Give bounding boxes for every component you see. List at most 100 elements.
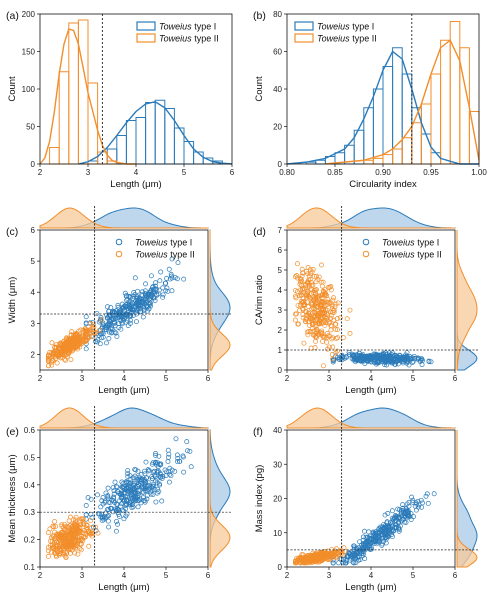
scatter-point bbox=[181, 276, 187, 282]
scatter-point bbox=[133, 498, 138, 504]
scatter-point bbox=[311, 557, 316, 563]
scatter-point bbox=[327, 284, 333, 290]
scatter-point bbox=[119, 484, 125, 490]
scatter-point bbox=[314, 301, 320, 306]
scatter-point bbox=[123, 513, 129, 519]
x-tick-label: 3 bbox=[327, 571, 332, 580]
scatter-point bbox=[114, 334, 120, 339]
histogram-bar bbox=[382, 154, 394, 165]
scatter-point bbox=[339, 551, 345, 557]
scatter-point bbox=[303, 319, 308, 324]
scatter-point bbox=[310, 305, 316, 311]
y-tick-label: 0 bbox=[278, 160, 283, 169]
scatter-point bbox=[80, 339, 86, 344]
scatter-point bbox=[140, 490, 146, 496]
scatter-point bbox=[294, 273, 300, 279]
scatter-point bbox=[381, 538, 387, 544]
scatter-point bbox=[337, 556, 343, 562]
scatter-point bbox=[329, 336, 335, 342]
scatter-point bbox=[316, 296, 322, 302]
scatter-point bbox=[303, 281, 309, 287]
scatter-point bbox=[311, 309, 317, 315]
scatter-point bbox=[155, 486, 161, 492]
histogram-bar bbox=[401, 137, 413, 165]
scatter-point bbox=[318, 310, 324, 316]
scatter-point bbox=[164, 285, 170, 291]
scatter-point bbox=[347, 307, 353, 313]
scatter-point bbox=[418, 497, 424, 503]
scatter-point bbox=[69, 531, 75, 537]
scatter-point bbox=[106, 513, 112, 519]
scatter-point bbox=[121, 490, 127, 496]
y-tick-label: 3 bbox=[278, 306, 283, 315]
scatter-point bbox=[361, 543, 367, 549]
scatter-point bbox=[353, 356, 358, 362]
scatter-point bbox=[376, 527, 382, 533]
scatter-point bbox=[335, 300, 341, 306]
scatter-point bbox=[324, 330, 330, 336]
scatter-point bbox=[389, 508, 395, 514]
scatter-point bbox=[143, 281, 148, 287]
x-axis-label: Length (μm) bbox=[345, 582, 396, 593]
scatter-point bbox=[157, 278, 163, 284]
scatter-point bbox=[353, 550, 359, 556]
x-tick-label: 3 bbox=[80, 571, 85, 580]
scatter-point bbox=[379, 541, 385, 547]
scatter-point bbox=[74, 524, 80, 530]
scatter-point bbox=[346, 352, 352, 358]
scatter-point bbox=[329, 303, 335, 309]
scatter-point bbox=[64, 353, 70, 359]
scatter-point bbox=[135, 300, 141, 306]
scatter-point bbox=[101, 517, 107, 523]
scatter-point bbox=[112, 323, 118, 329]
scatter-point bbox=[298, 560, 304, 566]
scatter-point bbox=[425, 500, 431, 506]
scatter-point bbox=[150, 469, 156, 475]
scatter-point bbox=[72, 536, 78, 542]
scatter-point bbox=[352, 357, 358, 363]
scatter-point bbox=[152, 298, 158, 303]
y-tick-label: 60 bbox=[273, 48, 282, 57]
scatter-point bbox=[393, 353, 399, 359]
x-tick-label: 2 bbox=[38, 374, 43, 383]
scatter-point bbox=[343, 560, 349, 566]
marginal-density-top bbox=[286, 407, 455, 429]
scatter-point bbox=[400, 354, 406, 360]
scatter-point bbox=[53, 523, 59, 529]
scatter-point bbox=[160, 474, 166, 480]
scatter-point bbox=[319, 302, 325, 308]
x-tick-label: 6 bbox=[206, 374, 211, 383]
y-tick-label: 80 bbox=[273, 10, 282, 19]
scatter-point bbox=[49, 340, 55, 346]
scatter-point bbox=[411, 514, 416, 520]
scatter-point bbox=[135, 288, 141, 294]
scatter-point bbox=[103, 490, 109, 496]
scatter-point bbox=[100, 320, 106, 326]
scatter-point bbox=[165, 459, 171, 464]
scatter-point bbox=[78, 327, 84, 333]
x-tick-label: 4 bbox=[369, 571, 374, 580]
x-tick-label: 3 bbox=[327, 374, 332, 383]
scatter-point bbox=[83, 329, 89, 335]
scatter-point bbox=[106, 524, 112, 530]
scatter-point bbox=[333, 326, 338, 332]
scatter-point bbox=[58, 534, 64, 540]
scatter-point bbox=[321, 363, 326, 369]
scatter-point bbox=[138, 481, 144, 487]
scatter-point bbox=[123, 293, 129, 299]
scatter-point bbox=[292, 317, 298, 323]
legend-swatch bbox=[136, 33, 156, 43]
y-tick-label: 2 bbox=[31, 350, 36, 359]
kde-curve bbox=[39, 28, 136, 165]
scatter-point bbox=[75, 551, 81, 557]
scatter-point bbox=[169, 275, 175, 281]
x-tick-label: 3 bbox=[80, 374, 85, 383]
scatter-point bbox=[58, 547, 64, 553]
scatter-point bbox=[367, 545, 373, 551]
scatter-point bbox=[310, 282, 316, 288]
y-tick-label: 0.6 bbox=[24, 426, 36, 435]
scatter-point bbox=[295, 303, 301, 309]
marginal-density-right bbox=[209, 230, 231, 371]
scatter-point bbox=[100, 494, 106, 500]
scatter-point bbox=[302, 301, 308, 307]
